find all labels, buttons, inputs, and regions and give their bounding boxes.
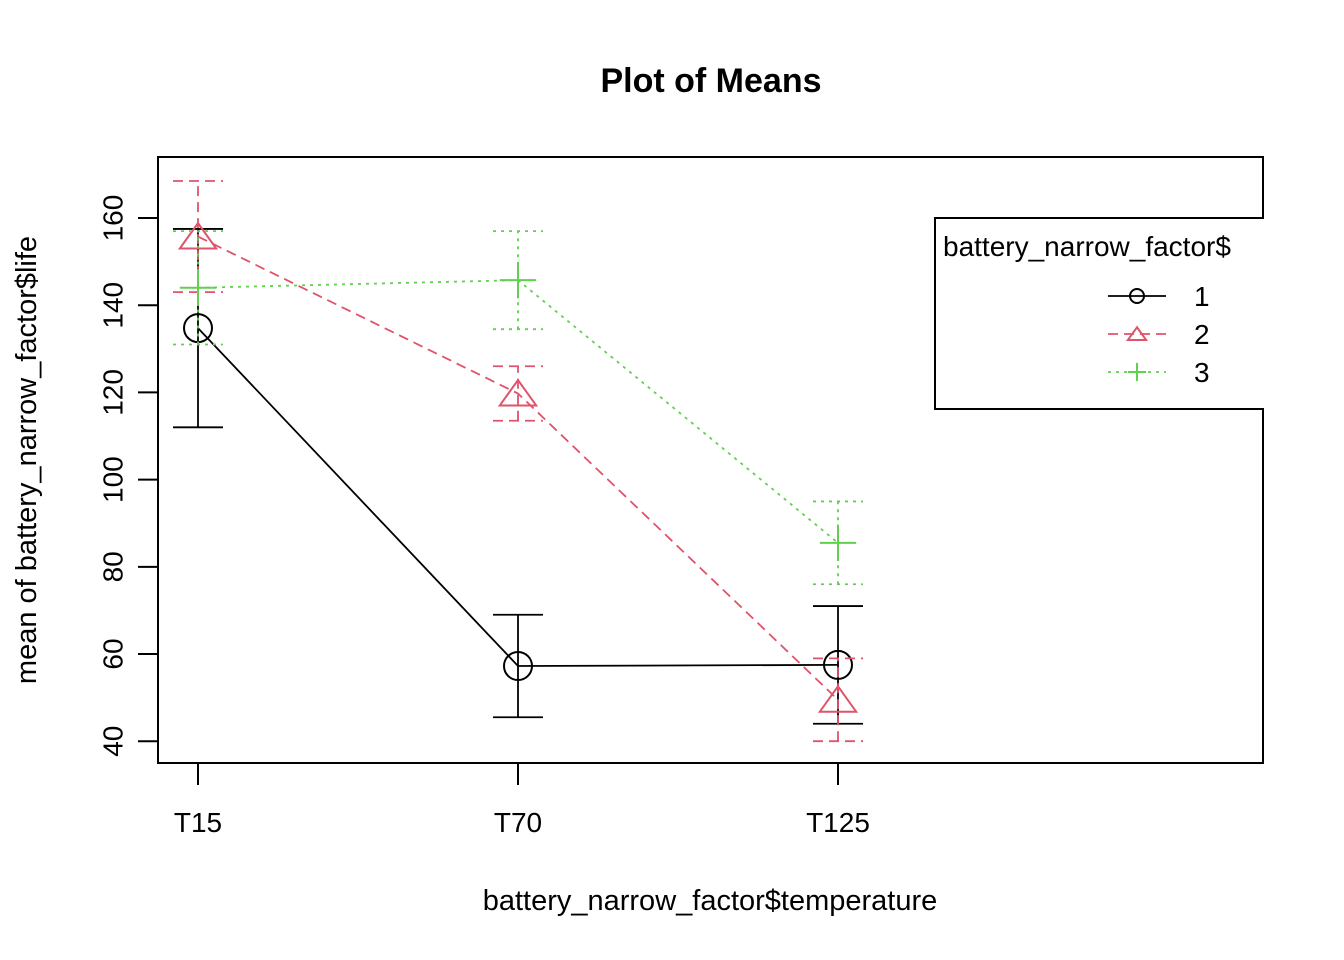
legend-label-1: 1 [1194, 281, 1210, 312]
x-axis: T15 T70 T125 [174, 763, 870, 838]
series-3-point-T70 [499, 261, 537, 299]
series-2-line [197, 235, 839, 701]
series-3-point-T15 [179, 269, 217, 306]
legend-entry-1: 1 [1108, 281, 1210, 312]
series-2-point-T125 [817, 684, 859, 713]
series-3-point-T125 [819, 524, 857, 562]
legend: battery_narrow_factor$ 1 2 3 [934, 217, 1276, 410]
y-tick-label-120: 120 [98, 369, 129, 416]
series-2-point-T15 [177, 221, 219, 250]
x-tick-label-T70: T70 [494, 807, 542, 838]
y-tick-label-60: 60 [98, 638, 129, 669]
legend-marker-3 [1127, 362, 1147, 382]
legend-marker-1 [1129, 288, 1145, 304]
y-axis-label: mean of battery_narrow_factor$life [11, 236, 43, 684]
y-tick-label-40: 40 [98, 726, 129, 757]
series-1-errorbar-T70 [493, 613, 543, 719]
legend-title: battery_narrow_factor$ [943, 231, 1231, 262]
series-layer [173, 180, 863, 743]
legend-marker-2 [1125, 325, 1149, 341]
legend-box [934, 217, 1276, 410]
x-axis-label: battery_narrow_factor$temperature [483, 885, 938, 917]
legend-entry-2: 2 [1108, 319, 1210, 350]
legend-clip-mask [1264, 200, 1344, 430]
chart-title: Plot of Means [600, 62, 821, 100]
legend-items: 1 2 3 [1108, 281, 1210, 388]
series-3 [173, 230, 863, 586]
series-2-errorbar-T70 [493, 365, 543, 422]
y-tick-label-140: 140 [98, 282, 129, 329]
legend-label-3: 3 [1194, 357, 1210, 388]
y-tick-label-80: 80 [98, 551, 129, 582]
series-1-point-T70 [503, 650, 533, 681]
legend-entry-3: 3 [1108, 357, 1210, 388]
y-tick-label-160: 160 [98, 195, 129, 242]
series-2-point-T70 [497, 378, 539, 407]
y-axis: 40 60 80 100 120 140 160 [98, 195, 159, 757]
series-2-errorbar-T125 [813, 657, 863, 743]
x-tick-label-T125: T125 [806, 807, 870, 838]
series-1-point-T125 [823, 649, 853, 680]
legend-label-2: 2 [1194, 319, 1210, 350]
y-tick-label-100: 100 [98, 456, 129, 503]
x-tick-label-T15: T15 [174, 807, 222, 838]
